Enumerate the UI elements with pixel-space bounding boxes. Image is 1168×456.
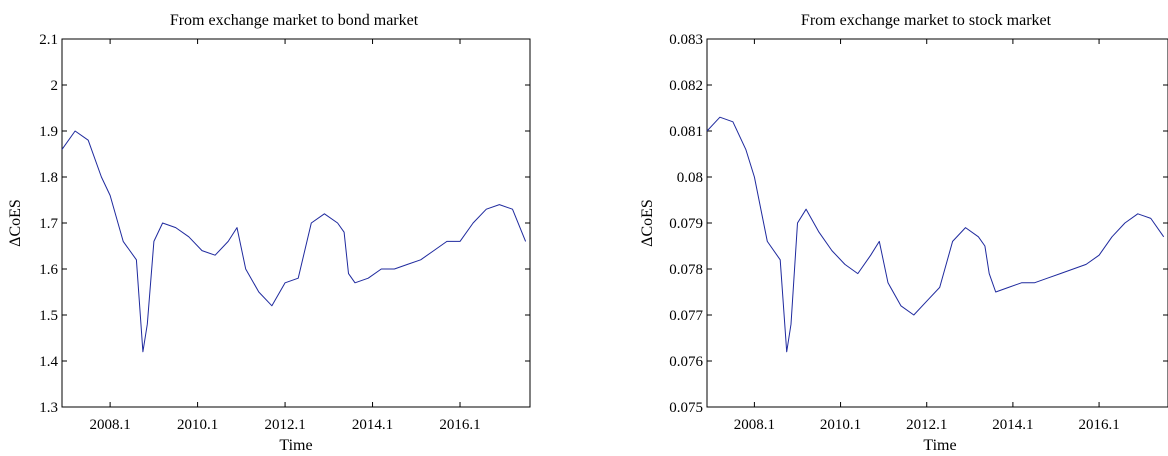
chart-right-ytick-label: 0.078	[669, 262, 703, 278]
chart-right-xtick-label: 2012.1	[906, 417, 947, 433]
chart-left-xticks: 2008.1 2010.1 2012.1 2014.1 2016.1	[89, 39, 481, 433]
chart-right-xlabel: Time	[923, 437, 956, 454]
chart-left-series-line	[61, 130, 527, 353]
chart-right-series	[706, 116, 1165, 353]
chart-right-ylabel: ΔCoES	[639, 199, 656, 247]
chart-right-xtick-label: 2016.1	[1078, 417, 1119, 433]
chart-left-ytick-label: 1.3	[39, 400, 58, 416]
chart-left-ytick-label: 1.7	[39, 216, 58, 232]
chart-right-ytick-label: 0.08	[677, 170, 703, 186]
chart-right-ytick-label: 0.082	[669, 78, 703, 94]
chart-left-title: From exchange market to bond market	[170, 12, 419, 29]
chart-left-ytick-label: 1.8	[39, 170, 58, 186]
chart-left-xtick-label: 2010.1	[177, 417, 218, 433]
chart-right-xtick-label: 2008.1	[734, 417, 775, 433]
chart-right-ytick-label: 0.076	[669, 354, 703, 370]
chart-right-yticks: 0.075 0.076 0.077 0.078 0.079 0.08 0.081 0.082 0…	[669, 32, 1168, 416]
chart-right-ytick-label: 0.077	[669, 308, 703, 324]
chart-left-frame	[61, 38, 531, 408]
chart-right: From exchange market to stock market 0.0…	[639, 12, 1168, 454]
chart-left-ytick-label: 1.9	[39, 124, 58, 140]
chart-left-ytick-label: 2	[51, 78, 59, 94]
chart-left-xlabel: Time	[279, 437, 312, 454]
chart-left-xtick-label: 2012.1	[264, 417, 305, 433]
chart-left-series	[61, 130, 527, 353]
chart-right-frame	[706, 38, 1168, 408]
chart-right-ytick-label: 0.075	[669, 400, 703, 416]
chart-right-xticks: 2008.1 2010.1 2012.1 2014.1 2016.1	[734, 39, 1120, 433]
chart-left-xtick-label: 2008.1	[89, 417, 130, 433]
chart-left-ytick-label: 2.1	[39, 32, 58, 48]
chart-left-xtick-label: 2014.1	[352, 417, 393, 433]
chart-left-ylabel: ΔCoES	[7, 199, 24, 247]
chart-left-ytick-label: 1.5	[39, 308, 58, 324]
chart-right-title: From exchange market to stock market	[801, 12, 1052, 29]
chart-right-series-line	[706, 116, 1165, 353]
chart-right-xtick-label: 2014.1	[992, 417, 1033, 433]
chart-right-ytick-label: 0.083	[669, 32, 703, 48]
chart-left-ytick-label: 1.6	[39, 262, 58, 278]
chart-left-yticks: 1.3 1.4 1.5 1.6 1.7 1.8 1.9 2 2.1	[39, 32, 530, 416]
chart-left: From exchange market to bond market 1.31…	[7, 12, 531, 454]
chart-right-ytick-label: 0.079	[669, 216, 703, 232]
chart-right-ytick-label: 0.081	[669, 124, 703, 140]
chart-left-ytick-label: 1.4	[39, 354, 58, 370]
chart-right-xtick-label: 2010.1	[820, 417, 861, 433]
chart-left-xtick-label: 2016.1	[439, 417, 480, 433]
